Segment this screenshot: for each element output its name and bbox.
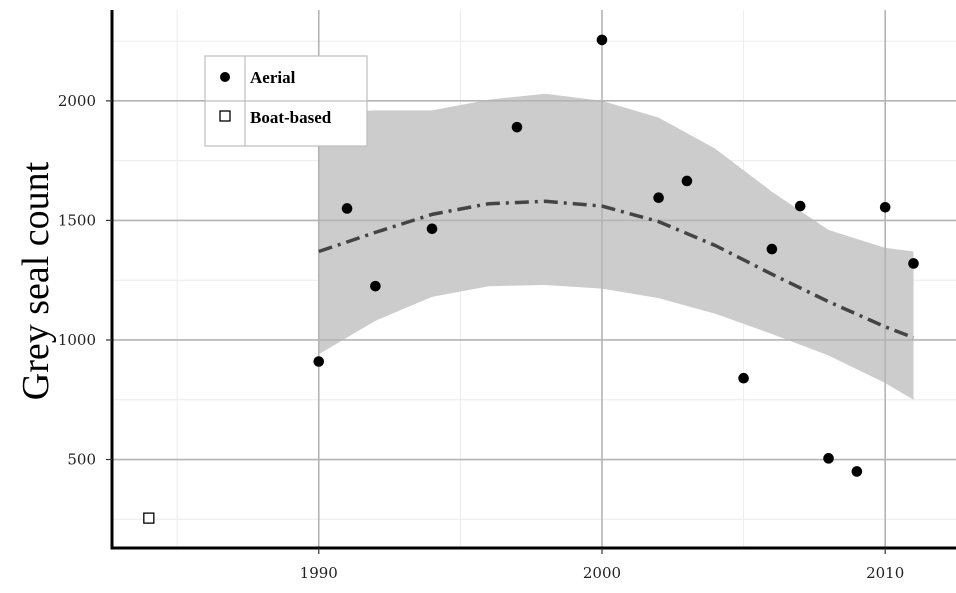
- axes-layer: [106, 10, 956, 554]
- point-aerial-2002: [653, 192, 664, 204]
- point-aerial-2010: [879, 201, 891, 213]
- legend-aerial-label: Aerial: [250, 68, 296, 87]
- point-aerial-2007: [794, 200, 806, 212]
- point-aerial-2003: [681, 175, 693, 187]
- x-tick-label-2000: 2000: [583, 564, 621, 582]
- point-boat-1984: [143, 512, 155, 524]
- point-aerial-2000: [596, 34, 608, 46]
- point-aerial-1997: [511, 121, 523, 133]
- confidence-band-layer: [318, 93, 914, 400]
- x-tick-label-1990: 1990: [300, 564, 338, 582]
- y-tick-label-500: 500: [67, 451, 96, 469]
- point-aerial-1991: [341, 203, 353, 214]
- confidence-band: [318, 93, 914, 400]
- point-aerial-2006: [766, 243, 778, 255]
- point-aerial-1990: [313, 356, 325, 367]
- trend-line: [318, 199, 915, 340]
- legend: Aerial Boat-based: [204, 55, 368, 147]
- trend-line-layer: [318, 199, 915, 340]
- legend-aerial-marker: [220, 72, 230, 82]
- point-aerial-2005: [738, 372, 749, 384]
- y-tick-label-1000: 1000: [58, 331, 96, 349]
- data-points-layer: [143, 34, 919, 524]
- tick-labels-layer: 500 1000 1500 2000 1990 2000 2010: [58, 92, 904, 582]
- point-aerial-1992: [370, 280, 381, 292]
- legend-boat-label: Boat-based: [250, 108, 332, 127]
- major-gridlines: [112, 10, 956, 548]
- legend-boat-marker: [219, 110, 231, 122]
- y-tick-label-1500: 1500: [58, 211, 96, 229]
- point-aerial-1994: [426, 223, 438, 235]
- point-aerial-2011: [908, 258, 919, 269]
- point-aerial-2009: [851, 466, 863, 477]
- y-tick-label-2000: 2000: [58, 92, 96, 110]
- x-tick-label-2010: 2010: [866, 564, 904, 582]
- y-axis-label: Grey seal count: [15, 161, 57, 400]
- point-aerial-2008: [823, 453, 834, 464]
